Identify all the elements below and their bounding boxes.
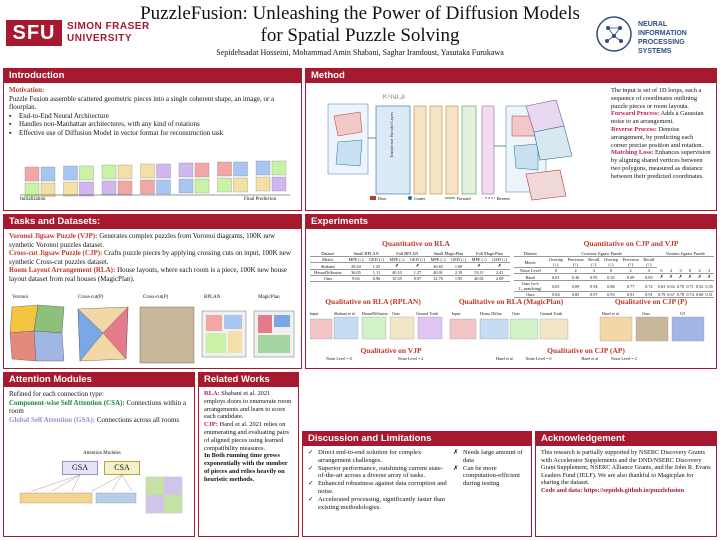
table-row: Noise Level 0 2 3 0 2 3 0 2 3 0 2 3 — [514, 267, 714, 274]
diffusion-step — [140, 163, 171, 195]
section-heading: Experiments — [306, 215, 716, 229]
diffusion-step — [24, 166, 56, 198]
col-label: Shabani et al. — [334, 311, 356, 316]
qual-cjp-ap-title: Qualitative on CJP (AP) — [547, 346, 625, 355]
table-row: HouseDiffusion 36.05 1.11 40.10 1.27 40.01 2.1… — [310, 269, 510, 276]
section-heading: Related Works — [199, 373, 298, 387]
diffusion-step — [217, 161, 248, 193]
authors: Sepidehsadat Hosseini, Mohammad Amin Sha… — [216, 48, 504, 57]
col-label: Input — [452, 311, 461, 316]
fig-label-final: Final Prediction — [244, 197, 277, 202]
diffusion-step — [101, 164, 133, 196]
neurips-emblem-icon — [596, 16, 632, 52]
section-heading: Tasks and Datasets: — [4, 215, 301, 229]
thumb-label: Cross-cut(P) — [143, 295, 169, 300]
neurips-logo: NEURAL INFORMATION PROCESSING SYSTEMS — [594, 14, 714, 55]
table-row: Ours (w/o L_matching) 0.81 0.09 0.94 0.86 0.7… — [514, 280, 714, 292]
sfu-logo: SFU — [6, 20, 62, 46]
table-row: Ours 9.63 0.96 10.55 0.97 12.70 1.95 40.01 2.09 — [310, 275, 510, 282]
diffusion-step — [63, 165, 94, 197]
col-label: Ours — [512, 311, 520, 316]
intro-bullets: End-to-End Neural Architecture Handles n… — [9, 112, 296, 138]
svg-text:Door: Door — [378, 196, 387, 201]
section-heading: Method — [306, 69, 716, 83]
col-label: Harel et al. — [602, 311, 620, 316]
dataset-thumbnails: Voronoi Cross-cut(P) Cross-cut(P) RPLAN … — [8, 295, 298, 367]
col-label: GT — [680, 311, 686, 316]
cjp-results-table: Dataset Crossout Jigsaw Puzzle Voronoi Jig… — [514, 251, 714, 298]
csa-box: CSA — [104, 461, 140, 475]
cjp-table-title: Quantitative on CJP and VJP — [583, 239, 679, 248]
rla-table-title: Quantitative on RLA — [382, 239, 450, 248]
discussion-section: Discussion and Limitations Direct end-to… — [302, 431, 532, 537]
attention-section: Attention Modules Refined for each conne… — [3, 372, 195, 537]
table-header: Dataset Small RPLAN Full RPLAN Small MagicP… — [310, 251, 510, 257]
table-row: Ours 0.84 0.85 0.97 0.93 0.91 0.91 0.79 0.67 0.78… — [514, 291, 714, 298]
poster-title: PuzzleFusion: Unleashing the Power of Di… — [140, 3, 580, 46]
col-label: Ground Truth — [416, 311, 438, 316]
intro-sequence-figure — [14, 157, 294, 198]
svg-text:Corner: Corner — [414, 196, 426, 201]
conference-name: NEURAL INFORMATION PROCESSING SYSTEMS — [638, 21, 687, 55]
code-link[interactable]: Code and data: https://sepidsh.github.io… — [541, 486, 684, 494]
section-heading: Introduction — [4, 69, 301, 83]
section-heading: Discussion and Limitations — [303, 432, 531, 446]
poster-header: SFU SIMON FRASER UNIVERSITY PuzzleFusion… — [0, 0, 720, 64]
col-label: HouseDiffusion — [362, 311, 388, 316]
attention-diagram: Attention Modules GSA CSA — [12, 447, 188, 533]
related-works-section: Related Works RLA: Shabani et al. 2021 e… — [198, 372, 299, 537]
experiments-section: Experiments Quantitative on RLA Quantita… — [305, 214, 717, 369]
thumb-label: RPLAN — [204, 295, 221, 300]
svg-text:Reverse: Reverse — [497, 196, 510, 201]
col-label: Ground Truth — [540, 311, 562, 316]
col-label: Ours — [642, 311, 650, 316]
qual-magic-title: Qualitative on RLA (MagicPlan) — [458, 297, 564, 306]
table-header: Metric MPE (↓) GED (↓) MPE (↓) GED (↓) MPE (↓… — [310, 256, 510, 263]
university-name: SIMON FRASER UNIVERSITY — [67, 21, 150, 44]
diffusion-step — [255, 160, 287, 192]
section-heading: Attention Modules — [4, 373, 194, 387]
fig-label-init: Initialization — [20, 197, 46, 202]
qual-vjp-title: Qualitative on VJP — [360, 346, 422, 355]
rla-results-table: Dataset Small RPLAN Full RPLAN Small MagicP… — [310, 251, 510, 282]
ap-col-labels: Harel et al. Noise Level = 0 Harel et al. N… — [496, 356, 637, 361]
cons-list: Needs large amount of data Can be more c… — [453, 449, 531, 488]
section-heading: Acknowledgement — [536, 432, 716, 446]
qual-rplan-title: Qualitative on RLA (RPLAN) — [325, 297, 421, 306]
table-row: Harel 0.81 0.36 0.95 0.35 0.09 0.83 ✗ ✗ ✗ ✗ ✗ ✗ — [514, 273, 714, 281]
ack-text: This research is partially supported by … — [541, 449, 711, 487]
method-loss-figure — [516, 86, 601, 208]
diffusion-step — [178, 162, 210, 194]
col-label: House Diffus. — [480, 311, 503, 316]
qual-cjp-p-title: Qualitative on CJP (P) — [614, 297, 688, 306]
thumb-label: Cross-cut(P) — [78, 295, 104, 300]
motivation-text: Puzzle Fusion assemble scattered geometr… — [9, 94, 275, 112]
table-header: Metric Overlap (↓) Precision (↑) Recall (↑)… — [514, 256, 714, 268]
table-row: Shabani 29.44 1.25 ✗ ✗ 26.63 1.69 ✗ ✗ — [310, 262, 510, 270]
tasks-section: Tasks and Datasets: Voronoi Jigsaw Puzzl… — [3, 214, 302, 369]
introduction-section: Introduction Motivation: Puzzle Fusion a… — [3, 68, 302, 211]
acknowledgement-section: Acknowledgement This research is partial… — [535, 431, 717, 537]
col-label: Ours — [392, 311, 400, 316]
method-section: Method {C^{i,j}_j} Transformer Encoder L… — [305, 68, 717, 211]
svg-text:{C^{i,j}_j}: {C^{i,j}_j} — [382, 95, 405, 100]
qualitative-figures — [310, 316, 705, 342]
thumb-label: Voronoi — [12, 295, 29, 300]
svg-text:Transformer Encoder Layers: Transformer Encoder Layers — [389, 111, 394, 158]
svg-text:Forward: Forward — [457, 196, 471, 201]
method-input-text: The input is set of 1D loops, each a seq… — [611, 87, 702, 110]
vjp-col-labels: Noise Level = 0 Noise Level = 2 — [326, 356, 424, 361]
col-label: Input — [310, 311, 319, 316]
gsa-box: GSA — [62, 461, 98, 475]
thumb-label: MagicPlan — [258, 295, 280, 300]
table-header: Dataset Crossout Jigsaw Puzzle Voronoi Jig… — [514, 251, 714, 257]
pros-list: Direct end-to-end solution for complex a… — [308, 449, 448, 511]
